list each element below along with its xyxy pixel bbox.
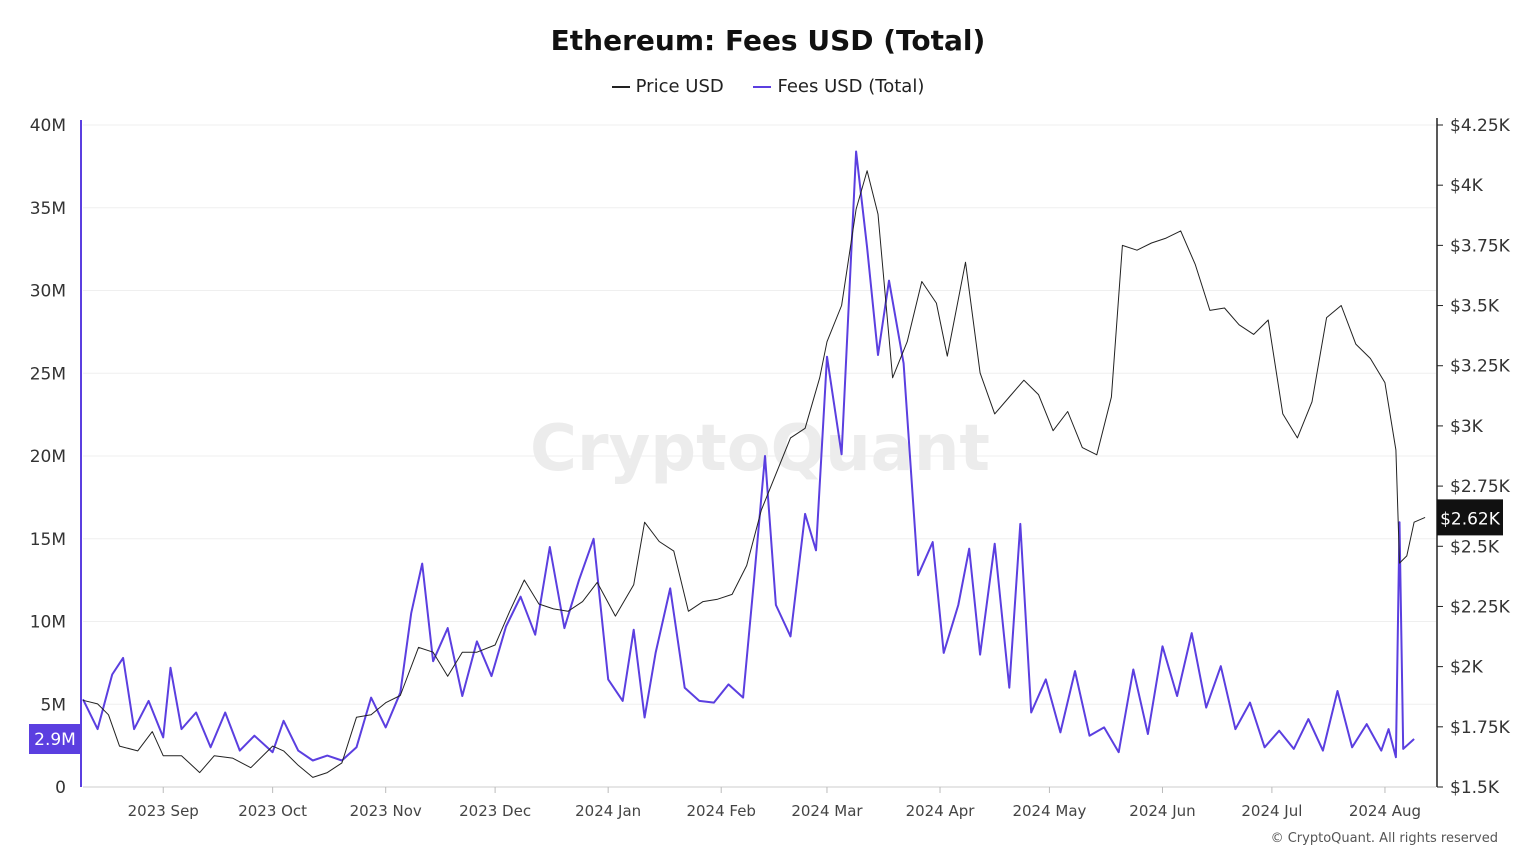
y-right-tick-label: $4K [1450,176,1484,196]
y-left-tick-label: 15M [30,530,66,550]
x-tick-label: 2024 Aug [1349,802,1421,820]
copyright: © CryptoQuant. All rights reserved [1271,831,1498,846]
y-left-tick-label: 5M [41,695,66,715]
series-line-price[interactable] [82,170,1426,778]
y-left-tick-label: 40M [30,116,66,136]
y-left-tick-label: 30M [30,282,66,302]
series-layer [82,150,1426,778]
y-right-tick-label: $3.25K [1450,357,1511,377]
x-tick-label: 2023 Nov [350,802,422,820]
watermark: CryptoQuant [530,412,990,486]
x-tick-label: 2024 Mar [791,802,863,820]
axis-layer: 0 5M 10M 15M 20M 25M 30M 35M 40M $1.5K $1.75K $2K $2… [30,116,1511,820]
legend-item-fees[interactable]: Fees USD (Total) [753,76,924,97]
x-tick-label: 2023 Dec [459,802,531,820]
legend[interactable]: Price USD Fees USD (Total) [0,76,1536,97]
y-right-tick-label: $2.25K [1450,597,1511,617]
grid-layer [83,124,1436,788]
x-tick-label: 2024 May [1012,802,1086,820]
legend-swatch-fees [753,86,772,88]
y-left-tick-label: 0 [55,778,66,798]
price-current-value-box [1437,499,1503,536]
x-tick-label: 2024 Jul [1241,802,1302,820]
legend-label-price: Price USD [635,76,724,97]
legend-swatch-price [611,86,630,88]
y-left-tick-label: 35M [30,199,66,219]
y-left-tick-label: 25M [30,364,66,384]
y-right-tick-label: $4.25K [1450,116,1511,136]
x-tick-label: 2024 Jan [575,802,641,820]
fees-current-value-label: 2.9M [34,730,76,750]
y-right-tick-label: $1.5K [1450,778,1500,798]
chart-title: Ethereum: Fees USD (Total) [550,24,986,57]
y-right-tick-label: $2.5K [1450,537,1500,557]
x-tick-label: 2024 Jun [1129,802,1195,820]
label-layer: 2.9M $2.62K [29,499,1503,755]
legend-label-fees: Fees USD (Total) [777,76,925,97]
series-line-fees[interactable] [82,150,1415,762]
y-right-tick-label: $1.75K [1450,718,1511,738]
y-right-tick-label: $3K [1450,417,1484,437]
y-left-tick-label: 20M [30,447,66,467]
y-left-tick-label: 10M [30,613,66,633]
fees-current-value-box [29,724,81,755]
x-tick-label: 2023 Oct [238,802,307,820]
y-right-tick-label: $2K [1450,658,1484,678]
price-current-value-label: $2.62K [1440,509,1501,529]
y-right-tick-label: $2.75K [1450,477,1511,497]
x-tick-label: 2023 Sep [128,802,199,820]
x-tick-label: 2024 Apr [906,802,976,820]
x-tick-label: 2024 Feb [686,802,756,820]
legend-item-price[interactable]: Price USD [611,76,724,97]
y-right-tick-label: $3.5K [1450,297,1500,317]
y-right-tick-label: $3.75K [1450,236,1511,256]
